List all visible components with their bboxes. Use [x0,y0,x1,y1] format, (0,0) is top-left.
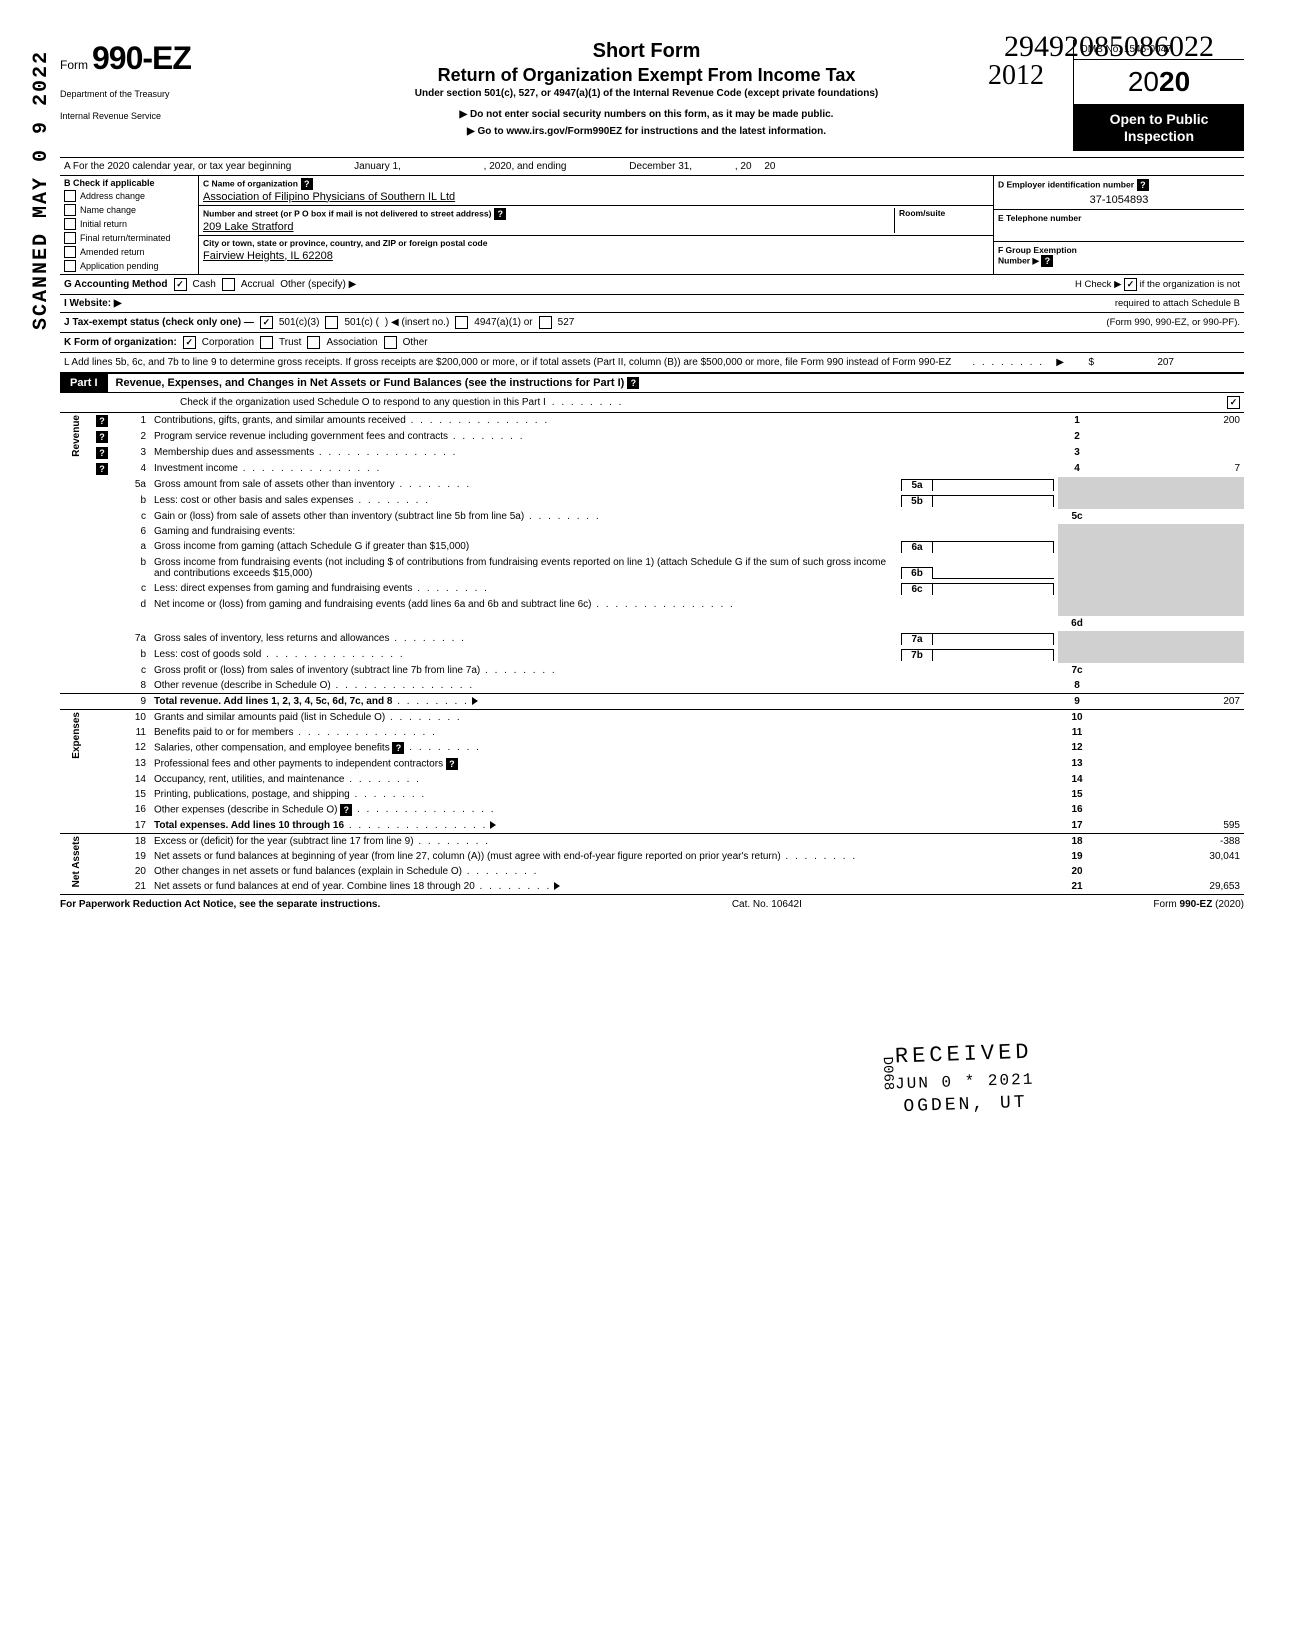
open-public-badge: Open to Public Inspection [1074,105,1244,151]
h-text4: (Form 990, 990-EZ, or 990-PF). [1106,317,1240,328]
help-icon[interactable]: ? [96,463,108,475]
f-label2: Number ▶ ? [998,255,1240,267]
k-label: K Form of organization: [64,337,177,348]
chk-application-pending[interactable]: Application pending [64,260,194,272]
help-icon[interactable]: ? [96,431,108,443]
chk-address-change[interactable]: Address change [64,190,194,202]
part1-header: Part I Revenue, Expenses, and Changes in… [60,373,1244,393]
j-label: J Tax-exempt status (check only one) — [64,317,254,328]
form-subtitle: Return of Organization Exempt From Incom… [228,65,1065,86]
chk-501c[interactable] [325,316,338,329]
e-label: E Telephone number [998,213,1081,223]
help-icon[interactable]: ? [1137,179,1149,191]
chk-corporation[interactable] [183,336,196,349]
note-ssn: ▶ Do not enter social security numbers o… [228,109,1065,120]
room-label: Room/suite [899,208,945,218]
help-icon[interactable]: ? [96,447,108,459]
form-title: Short Form [228,40,1065,63]
footer-left: For Paperwork Reduction Act Notice, see … [60,899,380,910]
side-revenue: Revenue [71,415,82,457]
street-address: 209 Lake Stratford [203,221,894,233]
line-a: A For the 2020 calendar year, or tax yea… [60,158,1244,175]
chk-amended-return[interactable]: Amended return [64,246,194,258]
chk-other[interactable] [384,336,397,349]
b-header: B Check if applicable [64,178,194,188]
chk-final-return[interactable]: Final return/terminated [64,232,194,244]
i-label: I Website: ▶ [64,298,122,309]
footer-right: Form 990-EZ (2020) [1153,899,1244,910]
scanned-stamp: SCANNED MAY 0 9 2022 [30,50,53,330]
chk-cash[interactable] [174,278,187,291]
form-word: Form [60,58,88,72]
help-icon[interactable]: ? [494,208,506,220]
city-label: City or town, state or province, country… [203,238,487,248]
help-icon[interactable]: ? [446,758,458,770]
help-icon[interactable]: ? [627,377,639,389]
part1-title: Revenue, Expenses, and Changes in Net As… [108,377,640,389]
part1-table: Revenue ? 1 Contributions, gifts, grants… [60,413,1244,894]
chk-association[interactable] [307,336,320,349]
chk-4947[interactable] [455,316,468,329]
l-text: L Add lines 5b, 6c, and 7b to line 9 to … [60,353,1244,373]
g-label: G Accounting Method [64,279,168,290]
dept-line1: Department of the Treasury [60,89,220,99]
page-footer: For Paperwork Reduction Act Notice, see … [60,894,1244,910]
footer-mid: Cat. No. 10642I [732,899,802,910]
val-9: 207 [1096,693,1244,709]
form-under: Under section 501(c), 527, or 4947(a)(1)… [228,88,1065,99]
val-19: 30,041 [1096,849,1244,864]
help-icon[interactable]: ? [96,415,108,427]
chk-527[interactable] [539,316,552,329]
help-icon[interactable]: ? [301,178,313,190]
val-1: 200 [1096,413,1244,429]
chk-initial-return[interactable]: Initial return [64,218,194,230]
received-stamp: D068 RECEIVED JUN 0 * 2021 OGDEN, UT [893,1038,1035,1121]
chk-name-change[interactable]: Name change [64,204,194,216]
form-number: 990-EZ [92,40,191,77]
h-text3: required to attach Schedule B [1115,298,1240,309]
side-expenses: Expenses [71,712,82,759]
c-label: C Name of organization [203,178,298,188]
part1-check-text: Check if the organization used Schedule … [180,397,546,408]
val-17: 595 [1096,818,1244,834]
form-header: Form 990-EZ Department of the Treasury I… [60,40,1244,158]
val-18: -388 [1096,833,1244,849]
chk-h[interactable] [1124,278,1137,291]
f-label1: F Group Exemption [998,245,1240,255]
help-icon[interactable]: ? [392,742,404,754]
chk-trust[interactable] [260,336,273,349]
chk-501c3[interactable] [260,316,273,329]
city-state-zip: Fairview Heights, IL 62208 [203,250,989,262]
val-4: 7 [1096,461,1244,477]
h-text: H Check ▶ if the organization is not [1075,278,1240,291]
d-label: D Employer identification number [998,179,1134,189]
ein-value: 37-1054893 [998,194,1240,206]
l-value: 207 [1157,357,1174,368]
org-name: Association of Filipino Physicians of So… [203,191,989,203]
section-bcdef: B Check if applicable Address change Nam… [60,176,1244,275]
val-21: 29,653 [1096,879,1244,894]
chk-accrual[interactable] [222,278,235,291]
part1-tag: Part I [60,374,108,392]
omb-number: OMB No. 1545-0047 [1074,40,1244,60]
dept-line2: Internal Revenue Service [60,111,220,121]
help-icon[interactable]: ? [340,804,352,816]
chk-schedule-o[interactable] [1227,396,1240,409]
note-url: ▶ Go to www.irs.gov/Form990EZ for instru… [228,126,1065,137]
side-net-assets: Net Assets [71,836,82,887]
street-label: Number and street (or P O box if mail is… [203,208,491,218]
help-icon[interactable]: ? [1041,255,1053,267]
form-year: 2020 [1074,60,1244,105]
